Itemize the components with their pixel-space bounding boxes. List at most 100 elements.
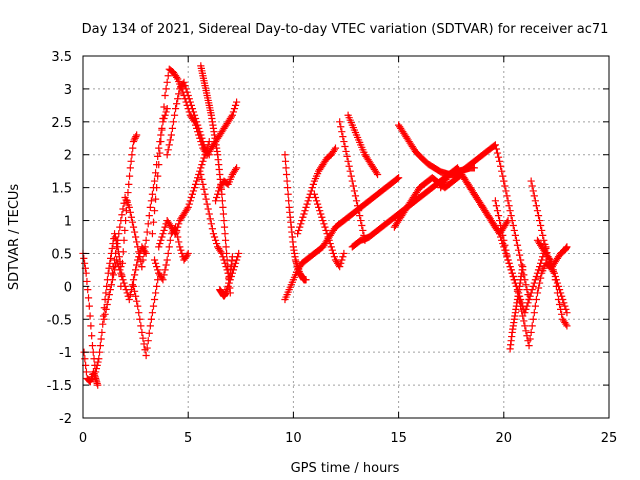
data-point: [493, 207, 502, 215]
data-point: [173, 100, 181, 108]
data-point: [503, 251, 511, 259]
data-point: [178, 249, 186, 258]
data-point: [187, 101, 195, 109]
data-point: [162, 261, 170, 269]
data-point: [138, 328, 146, 337]
data-point: [315, 203, 323, 211]
y-tick-label: -0.5: [47, 313, 72, 328]
data-point: [132, 133, 140, 141]
data-point: [106, 286, 114, 294]
data-point: [300, 210, 308, 218]
data-point: [165, 243, 173, 251]
data-point: [228, 111, 236, 119]
data-point: [186, 98, 194, 106]
data-point: [509, 221, 517, 230]
data-point: [141, 243, 149, 251]
data-point: [159, 276, 167, 284]
data-point: [563, 309, 571, 317]
data-point: [198, 161, 206, 169]
data-point: [230, 263, 239, 271]
data-point: [531, 197, 539, 205]
data-point: [175, 220, 183, 228]
data-point: [330, 253, 339, 261]
data-point: [350, 187, 359, 195]
data-point: [531, 276, 539, 284]
data-point: [519, 312, 527, 320]
data-point: [158, 233, 166, 241]
data-point: [174, 233, 182, 241]
data-point: [173, 73, 181, 81]
data-point: [527, 328, 535, 337]
data-point: [133, 297, 141, 305]
data-point: [123, 197, 131, 205]
data-point: [96, 342, 104, 350]
series-arc-1: [79, 230, 125, 376]
data-point: [100, 315, 108, 323]
y-tick-label: 3: [64, 83, 72, 98]
data-point: [175, 238, 183, 246]
data-point: [533, 289, 542, 297]
data-point: [118, 259, 127, 267]
x-tick-label: 15: [390, 431, 407, 446]
data-point: [193, 118, 201, 126]
data-point: [167, 131, 175, 139]
data-point: [507, 212, 515, 220]
data-point: [84, 286, 92, 294]
data-point: [346, 167, 354, 175]
data-point: [511, 231, 519, 239]
data-point: [500, 236, 508, 244]
data-point: [534, 266, 543, 274]
data-point: [112, 249, 120, 258]
data-point: [126, 208, 134, 216]
data-point: [157, 131, 165, 139]
data-point: [232, 98, 241, 106]
data-point: [470, 164, 478, 172]
data-point: [144, 337, 152, 345]
data-point: [155, 144, 163, 152]
data-point: [129, 137, 138, 146]
data-point: [85, 302, 93, 310]
x-tick-label: 5: [184, 431, 192, 446]
data-point: [160, 226, 168, 235]
data-point: [510, 226, 518, 235]
data-point: [198, 134, 206, 142]
data-point: [156, 239, 164, 248]
data-point: [129, 144, 137, 152]
y-tick-label: -2: [59, 412, 72, 427]
data-point: [118, 271, 126, 279]
data-point: [151, 195, 160, 203]
data-point: [125, 180, 133, 188]
data-point: [182, 85, 190, 93]
data-point: [221, 259, 229, 267]
data-point: [321, 223, 329, 231]
series-arc-18: [294, 144, 340, 238]
data-point: [86, 312, 94, 320]
data-point: [189, 108, 198, 116]
data-point: [222, 243, 230, 251]
data-point: [284, 184, 292, 192]
data-point: [327, 243, 335, 251]
series-arc-15: [216, 253, 236, 300]
data-point: [336, 118, 344, 126]
data-point: [282, 164, 290, 172]
data-point: [130, 136, 138, 144]
data-point: [161, 266, 169, 274]
data-point: [524, 290, 532, 299]
data-point: [143, 228, 151, 236]
data-point: [201, 151, 209, 159]
data-point: [193, 177, 201, 185]
data-point: [106, 259, 114, 267]
x-tick-label: 10: [285, 431, 302, 446]
data-point: [127, 157, 135, 165]
data-point: [512, 236, 521, 244]
data-point: [222, 263, 230, 271]
data-point: [546, 256, 554, 264]
data-point: [198, 175, 206, 184]
data-point: [348, 177, 356, 185]
data-point: [506, 207, 514, 215]
series-arc-29: [533, 236, 571, 330]
data-point: [339, 133, 347, 141]
data-point: [220, 256, 228, 264]
data-point: [497, 162, 505, 170]
data-point: [162, 85, 170, 93]
